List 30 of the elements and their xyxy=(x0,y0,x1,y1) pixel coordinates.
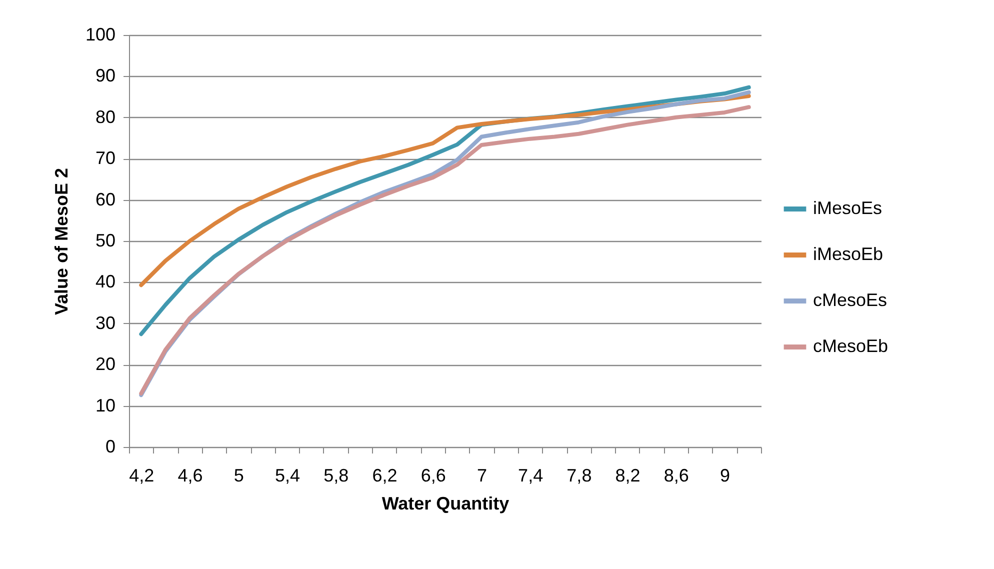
x-tick-label: 6,2 xyxy=(372,466,398,486)
y-tick-label: 60 xyxy=(95,189,116,210)
x-tick-label: 8,6 xyxy=(664,466,689,486)
x-tick-label: 5,8 xyxy=(324,466,349,486)
x-tick-label: 8,2 xyxy=(615,466,640,486)
x-tick-label: 4,2 xyxy=(129,466,154,486)
y-axis-title: Value of MesoE 2 xyxy=(51,168,72,316)
x-tick-label: 6,6 xyxy=(420,466,446,486)
x-tick-label: 7,8 xyxy=(566,466,592,486)
y-tick-label: 50 xyxy=(95,230,116,250)
legend-label: cMesoEb xyxy=(813,336,888,356)
x-tick-label: 7 xyxy=(476,466,487,486)
x-tick-label: 4,6 xyxy=(178,466,203,486)
x-tick-label: 5 xyxy=(234,466,244,486)
y-tick-label: 90 xyxy=(95,66,116,86)
legend-label: iMesoEs xyxy=(813,198,882,218)
y-tick-label: 10 xyxy=(95,395,116,416)
legend-label: cMesoEs xyxy=(813,290,888,310)
x-axis-title: Water Quantity xyxy=(382,494,510,514)
y-tick-label: 40 xyxy=(95,272,116,292)
y-tick-label: 100 xyxy=(85,24,116,44)
x-tick-label: 9 xyxy=(720,466,730,486)
x-tick-label: 7,4 xyxy=(518,466,544,486)
legend-label: iMesoEb xyxy=(813,244,884,264)
y-tick-label: 20 xyxy=(95,354,116,374)
y-tick-label: 30 xyxy=(95,312,116,333)
y-tick-label: 80 xyxy=(95,106,116,127)
x-tick-label: 5,4 xyxy=(274,466,300,486)
y-tick-label: 70 xyxy=(95,148,116,168)
y-tick-label: 0 xyxy=(105,436,116,456)
